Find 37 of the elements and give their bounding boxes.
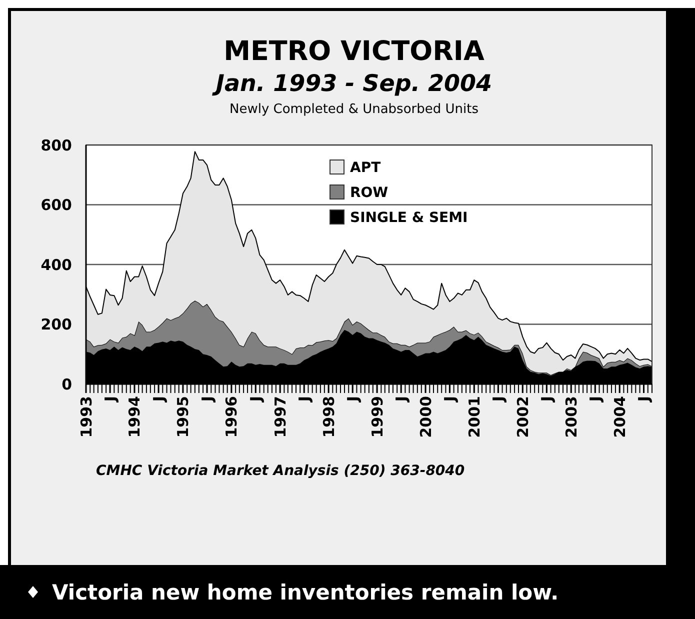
x-tick-label: J [344, 396, 362, 403]
x-tick-label: 2001 [465, 396, 484, 438]
x-tick-label: J [635, 396, 654, 403]
x-tick-label: J [392, 396, 410, 403]
x-tick-label: 1998 [320, 396, 338, 438]
chart-title: METRO VICTORIA [224, 36, 484, 67]
x-tick-label: J [101, 396, 120, 403]
x-tick-label: 2000 [416, 396, 435, 438]
x-tick-label: 1993 [77, 396, 96, 438]
y-tick-label: 200 [40, 316, 72, 334]
x-tick-label: J [586, 396, 604, 403]
legend-label: SINGLE & SEMI [350, 210, 468, 226]
legend-label: APT [350, 160, 382, 176]
x-tick-label: 2004 [610, 396, 629, 438]
x-tick-label: J [440, 396, 459, 403]
x-tick-label: 2003 [562, 396, 580, 438]
x-tick-label: J [246, 396, 265, 403]
x-tick-label: J [538, 396, 556, 403]
x-tick-label: 1994 [126, 396, 144, 438]
x-tick-label: J [295, 396, 314, 403]
x-tick-label: J [198, 396, 216, 403]
legend-label: ROW [350, 184, 388, 201]
y-tick-label: 600 [40, 196, 72, 214]
text: CMHC Victoria Market Analysis (250) 363-8040 [96, 463, 465, 479]
x-tick-label: J [489, 396, 508, 403]
y-tick-label: 400 [40, 256, 72, 274]
y-tick-label: 0 [62, 375, 72, 394]
x-tick-label: 1997 [271, 396, 290, 438]
x-tick-label: J [150, 396, 168, 403]
x-tick-label: 1999 [368, 396, 386, 438]
chart-subtitle: Jan. 1993 - Sep. 2004 [212, 71, 492, 97]
text: Newly Completed & Unabsorbed Units [229, 102, 479, 117]
text: Victoria new home inventories remain low. [52, 580, 559, 604]
x-tick-label: 1995 [174, 396, 192, 438]
x-tick-label: 1996 [222, 396, 241, 438]
y-tick-label: 800 [40, 136, 72, 154]
x-tick-label: 2002 [514, 396, 532, 438]
